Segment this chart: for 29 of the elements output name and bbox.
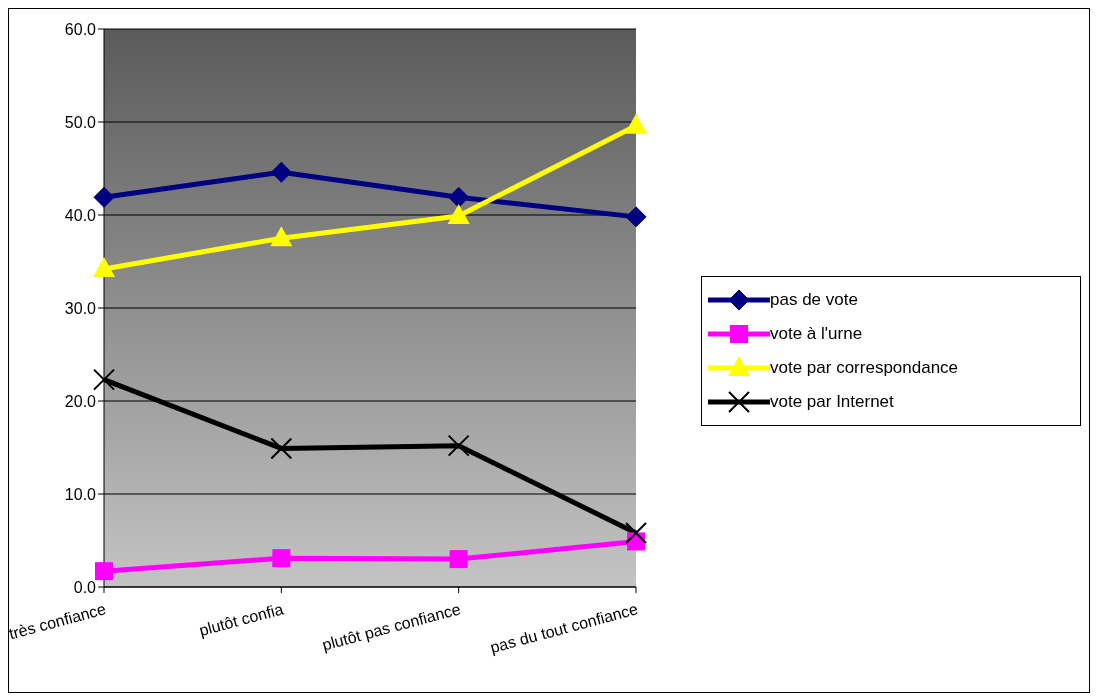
legend-label: vote par Internet [770,391,894,412]
x-tick-label: pas du tout confiance [488,600,640,657]
x-tick-label: plutôt confia [197,600,286,640]
point [270,161,292,183]
legend-label: vote à l'urne [770,323,863,344]
point [447,203,470,224]
point [270,437,293,460]
y-tick-label: 0.0 [73,578,97,596]
point [625,206,647,228]
point [270,226,293,247]
point [93,186,115,208]
y-tick-label: 60.0 [64,20,97,38]
point [93,256,115,277]
point [448,186,470,208]
legend-label: vote par correspondance [770,357,959,378]
legend-label: pas de vote [770,289,858,310]
y-tick-label: 40.0 [64,206,97,224]
point [447,434,470,457]
y-tick-label: 10.0 [64,485,97,503]
point [93,368,115,391]
point [625,522,647,545]
point [272,549,291,568]
y-tick-label: 20.0 [64,392,97,410]
x-tick-label: plutôt pas confiance [320,600,463,654]
point [95,562,113,581]
y-tick-label: 30.0 [64,299,97,317]
y-tick-label: 50.0 [64,113,97,131]
point [625,113,647,134]
point [449,550,468,569]
